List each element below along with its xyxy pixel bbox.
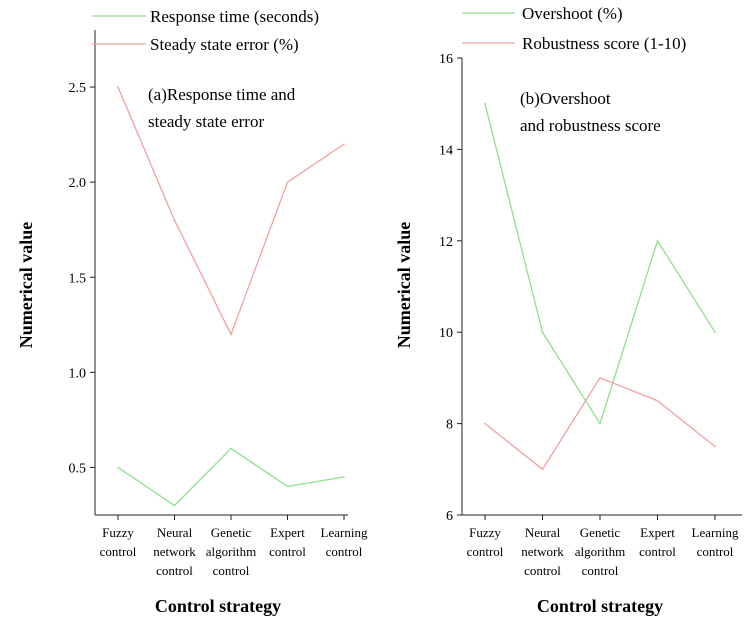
- legend-label: Overshoot (%): [522, 4, 623, 23]
- series-1-point: [173, 504, 176, 507]
- x-tick-label: control: [100, 544, 137, 559]
- series-1-point: [656, 240, 659, 242]
- x-tick-label: Neural: [525, 525, 561, 540]
- chart-panel-b: 6 8 10 12 14 16 Fuzzy control Neural network contr…: [394, 4, 742, 616]
- y-axis-label: Numerical value: [394, 222, 414, 348]
- x-axis-label: Control strategy: [155, 596, 281, 616]
- legend-label: Steady state error (%): [150, 35, 299, 54]
- series-2-point: [230, 333, 232, 336]
- series-line-1: [484, 103, 716, 426]
- series-2-point: [599, 377, 601, 379]
- series-1-point: [714, 331, 716, 334]
- x-tick-label: Neural: [157, 525, 193, 540]
- y-tick-label: 2.0: [69, 176, 87, 191]
- x-tick-label: control: [524, 563, 561, 578]
- y-tick-label: 1.0: [69, 366, 87, 381]
- y-tick-label: 8: [446, 418, 453, 433]
- y-tick-label: 6: [446, 509, 453, 524]
- x-tick-label: control: [156, 563, 193, 578]
- y-tick-label: 12: [439, 235, 453, 250]
- x-tick-label: control: [582, 563, 619, 578]
- y-tick-label: 2.5: [69, 81, 87, 96]
- series-2-point: [656, 399, 659, 402]
- x-tick-label: control: [269, 544, 306, 559]
- x-tick-label: algorithm: [206, 544, 257, 559]
- y-tick-label: 10: [439, 326, 453, 341]
- x-axis-label: Control strategy: [537, 596, 663, 616]
- y-tick-label: 14: [439, 143, 453, 158]
- panel-annotation: (b)Overshoot: [520, 89, 611, 108]
- series-2-point: [117, 86, 119, 88]
- series-1-point: [286, 485, 289, 488]
- y-tick-label: 16: [439, 52, 453, 67]
- series-1-point: [343, 476, 345, 478]
- x-tick-label: Fuzzy: [469, 525, 501, 540]
- x-tick-label: network: [521, 544, 564, 559]
- series-2-point: [343, 143, 345, 145]
- y-tick-label: 0.5: [69, 461, 87, 476]
- series-2-point: [173, 219, 176, 221]
- x-tick-label: Fuzzy: [102, 525, 134, 540]
- series-1-point: [230, 447, 232, 450]
- y-tick-label: 1.5: [69, 271, 87, 286]
- x-tick-label: control: [639, 544, 676, 559]
- series-1-point: [599, 422, 601, 425]
- x-tick-label: Learning: [692, 525, 739, 540]
- series-2-point: [541, 468, 544, 471]
- y-axis-label: Numerical value: [16, 222, 36, 348]
- legend-label: Robustness score (1-10): [522, 34, 686, 53]
- series-line-1: [117, 447, 345, 507]
- series-1-point: [541, 331, 544, 334]
- x-tick-label: control: [326, 544, 363, 559]
- legend-label: Response time (seconds): [150, 7, 319, 26]
- series-2-point: [714, 445, 716, 448]
- panel-annotation: (a)Response time and: [148, 85, 296, 104]
- x-tick-label: control: [697, 544, 734, 559]
- series-1-point: [484, 102, 486, 105]
- x-tick-label: algorithm: [575, 544, 626, 559]
- x-tick-label: network: [153, 544, 196, 559]
- x-tick-label: control: [213, 563, 250, 578]
- series-2-point: [286, 181, 289, 183]
- x-tick-label: Learning: [321, 525, 368, 540]
- series-2-point: [484, 422, 486, 425]
- panel-annotation: and robustness score: [520, 116, 661, 135]
- x-tick-label: Expert: [270, 525, 305, 540]
- panel-annotation: steady state error: [148, 112, 264, 131]
- chart-panel-a: 0.5 1.0 1.5 2.0 2.5 Fuzzy control Neural network…: [16, 7, 368, 616]
- x-tick-label: Expert: [640, 525, 675, 540]
- series-1-point: [117, 466, 119, 469]
- x-tick-label: Genetic: [211, 525, 252, 540]
- x-tick-label: control: [467, 544, 504, 559]
- x-tick-label: Genetic: [580, 525, 621, 540]
